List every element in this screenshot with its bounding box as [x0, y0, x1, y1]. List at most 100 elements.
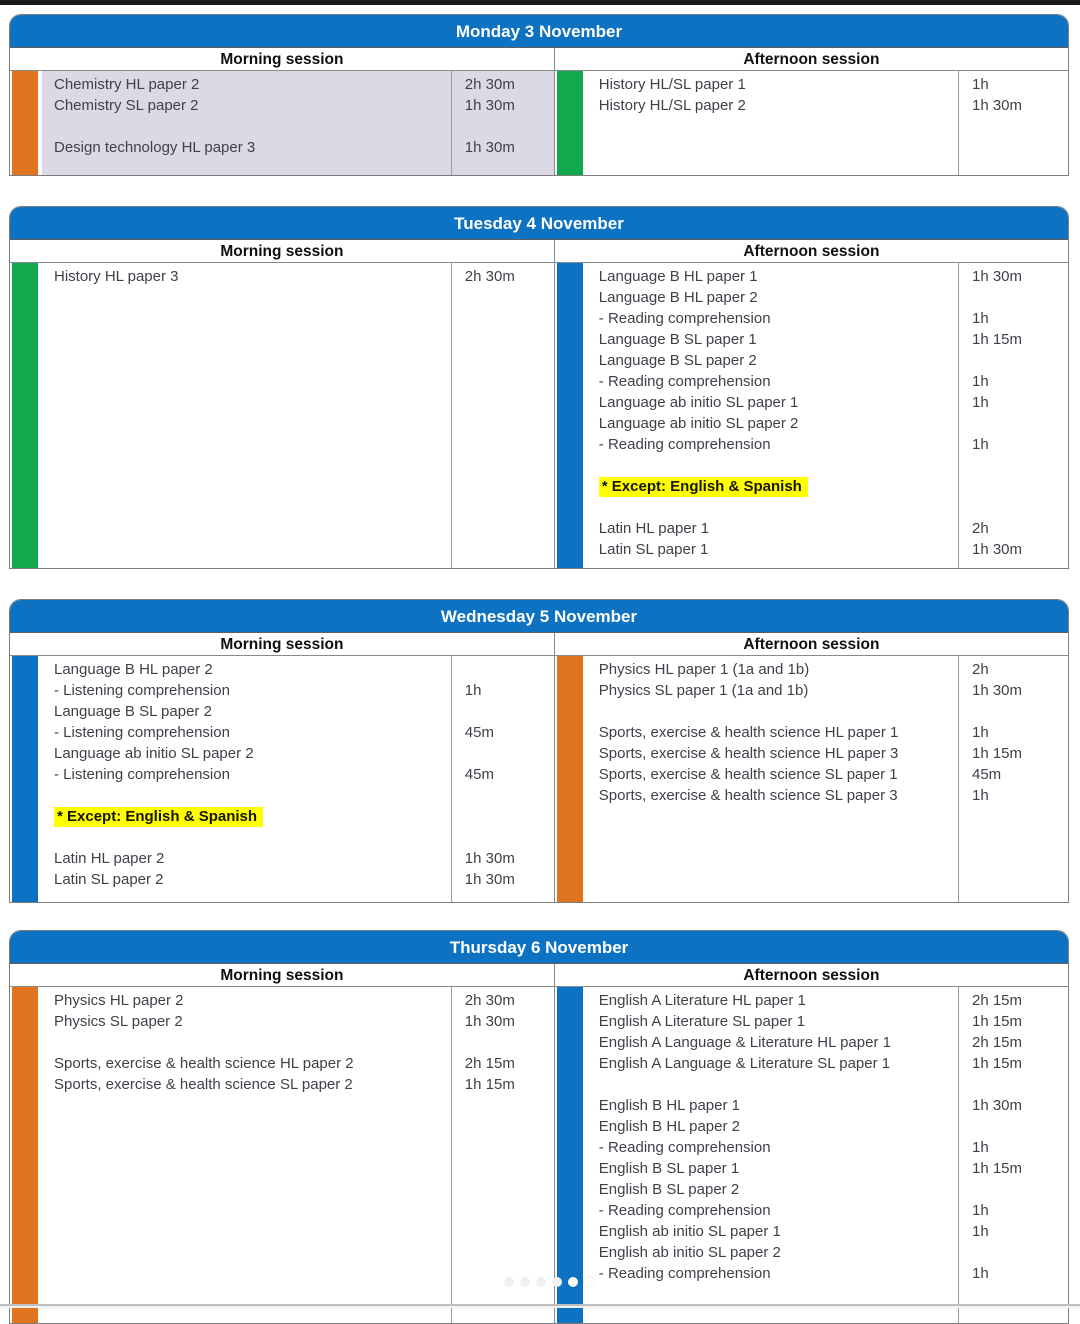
exam-duration: 1h: [971, 436, 989, 453]
durations-column: 1h 1h 30m: [957, 71, 1068, 175]
session-color-bar: [12, 263, 38, 568]
exam-duration: [972, 287, 1068, 308]
exam-duration: [465, 827, 554, 848]
exam-duration: 1h: [971, 1202, 989, 1219]
exam-subject: [599, 497, 958, 518]
exam-subject: [54, 785, 451, 806]
session-headers-row: Morning session Afternoon session: [10, 48, 1068, 71]
exam-duration: [465, 116, 554, 137]
exam-subject: - Reading comprehension: [598, 373, 771, 390]
morning-session: Chemistry HL paper 2 Chemistry SL paper 2…: [10, 71, 554, 175]
afternoon-session-header: Afternoon session: [553, 240, 1068, 262]
exam-subject: [54, 116, 451, 137]
exam-subject: Language B SL paper 2: [598, 352, 757, 369]
exam-subject: Design technology HL paper 3: [54, 139, 256, 156]
page-dot[interactable]: [552, 1277, 562, 1287]
exam-duration: 1h: [971, 1223, 989, 1240]
day-title: Thursday 6 November: [10, 931, 1068, 964]
exam-subject: [54, 1032, 451, 1053]
page-dot[interactable]: [520, 1277, 530, 1287]
exam-subject: * Except: English & Spanish: [54, 806, 451, 827]
exam-duration: [972, 1179, 1068, 1200]
day-block: Monday 3 November Morning session Aftern…: [9, 14, 1069, 176]
exam-duration: 2h 30m: [464, 76, 515, 93]
exam-duration: 1h 15m: [971, 745, 1023, 762]
morning-session-header: Morning session: [220, 636, 344, 653]
exam-subject: Language ab initio SL paper 1: [598, 394, 799, 411]
bottom-margin: [0, 1306, 1080, 1308]
session-headers-row: Morning session Afternoon session: [10, 633, 1068, 656]
subjects-column: History HL paper 3: [42, 263, 451, 568]
exam-duration: 1h 30m: [464, 139, 515, 156]
exam-subject: Physics SL paper 1 (1a and 1b): [598, 682, 809, 699]
subjects-column: Physics HL paper 1 (1a and 1b) Physics SL…: [587, 656, 958, 902]
exam-duration: [972, 1074, 1068, 1095]
sessions-row: Chemistry HL paper 2 Chemistry SL paper 2…: [10, 71, 1068, 175]
exam-duration: 1h 30m: [971, 268, 1023, 285]
session-headers-row: Morning session Afternoon session: [10, 964, 1068, 987]
exam-subject: Sports, exercise & health science HL pap…: [54, 1055, 354, 1072]
durations-column: 2h 30m 1h 30m 2h 15m 1h 15m: [450, 987, 554, 1323]
exam-duration: 2h 15m: [971, 1034, 1023, 1051]
highlight-note: * Except: English & Spanish: [54, 807, 264, 827]
exam-duration: 1h 15m: [971, 1055, 1023, 1072]
exam-subject: English A Literature HL paper 1: [598, 992, 806, 1009]
highlight-note: * Except: English & Spanish: [598, 477, 808, 497]
exam-duration: 1h 30m: [971, 541, 1023, 558]
morning-session-header: Morning session: [220, 51, 344, 68]
exam-subject: - Listening comprehension: [54, 724, 230, 741]
morning-session: Physics HL paper 2 Physics SL paper 2 Spo…: [10, 987, 554, 1323]
exam-subject: Chemistry SL paper 2: [54, 97, 199, 114]
exam-duration: [972, 1116, 1068, 1137]
exam-duration: [972, 413, 1068, 434]
page-dot[interactable]: [536, 1277, 546, 1287]
exam-subject: Latin HL paper 2: [54, 850, 165, 867]
exam-subject: History HL/SL paper 1: [598, 76, 746, 93]
session-color-bar: [12, 987, 38, 1323]
page-dot[interactable]: [584, 1277, 594, 1287]
page-dot[interactable]: [568, 1277, 578, 1287]
subjects-column: Physics HL paper 2 Physics SL paper 2 Spo…: [42, 987, 451, 1323]
exam-duration: [972, 497, 1068, 518]
day-block: Tuesday 4 November Morning session After…: [9, 206, 1069, 569]
afternoon-session-header: Afternoon session: [553, 48, 1068, 70]
exam-subject: English B SL paper 2: [598, 1181, 740, 1198]
subjects-column: History HL/SL paper 1 History HL/SL paper…: [587, 71, 958, 175]
exam-subject: English A Language & Literature SL paper…: [598, 1055, 891, 1072]
exam-subject: Language B SL paper 2: [54, 703, 212, 720]
durations-column: 1h 45m 45m 1h 30m 1h 30m: [450, 656, 554, 902]
exam-subject: English ab initio SL paper 1: [598, 1223, 781, 1240]
exam-subject: History HL/SL paper 2: [598, 97, 746, 114]
exam-duration: [465, 806, 554, 827]
session-color-bar: [556, 263, 583, 568]
exam-subject: Sports, exercise & health science SL pap…: [598, 787, 898, 804]
exam-schedule: Monday 3 November Morning session Aftern…: [0, 5, 1080, 1324]
exam-subject: [599, 701, 958, 722]
exam-duration: 1h 30m: [971, 1097, 1023, 1114]
exam-duration: 2h 30m: [464, 992, 515, 1009]
exam-duration: [465, 1032, 554, 1053]
durations-column: 2h 1h 30m 1h 1h 15m 45m 1h: [957, 656, 1068, 902]
page-dot[interactable]: [504, 1277, 514, 1287]
exam-duration: [465, 743, 554, 764]
afternoon-session: History HL/SL paper 1 History HL/SL paper…: [553, 71, 1068, 175]
exam-duration: 1h 30m: [971, 682, 1023, 699]
exam-subject: [599, 1074, 958, 1095]
morning-session-header: Morning session: [220, 967, 344, 984]
exam-subject: [599, 455, 958, 476]
exam-duration: 1h: [971, 76, 989, 93]
exam-subject: Language B HL paper 2: [598, 289, 758, 306]
afternoon-session-header: Afternoon session: [553, 633, 1068, 655]
durations-column: 1h 30m 1h 1h 15m 1h 1h 1h 2h 1h 30m: [957, 263, 1068, 568]
exam-subject: Latin HL paper 1: [598, 520, 710, 537]
exam-subject: Language B SL paper 1: [598, 331, 757, 348]
exam-duration: 1h: [971, 1265, 989, 1282]
exam-duration: [972, 476, 1068, 497]
day-title: Monday 3 November: [10, 15, 1068, 48]
exam-subject: English B HL paper 1: [598, 1097, 740, 1114]
exam-subject: * Except: English & Spanish: [598, 476, 958, 497]
durations-column: 2h 30m 1h 30m 1h 30m: [450, 71, 554, 175]
day-block: Wednesday 5 November Morning session Aft…: [9, 599, 1069, 903]
exam-subject: Language ab initio SL paper 2: [54, 745, 254, 762]
exam-duration: 1h: [971, 310, 989, 327]
